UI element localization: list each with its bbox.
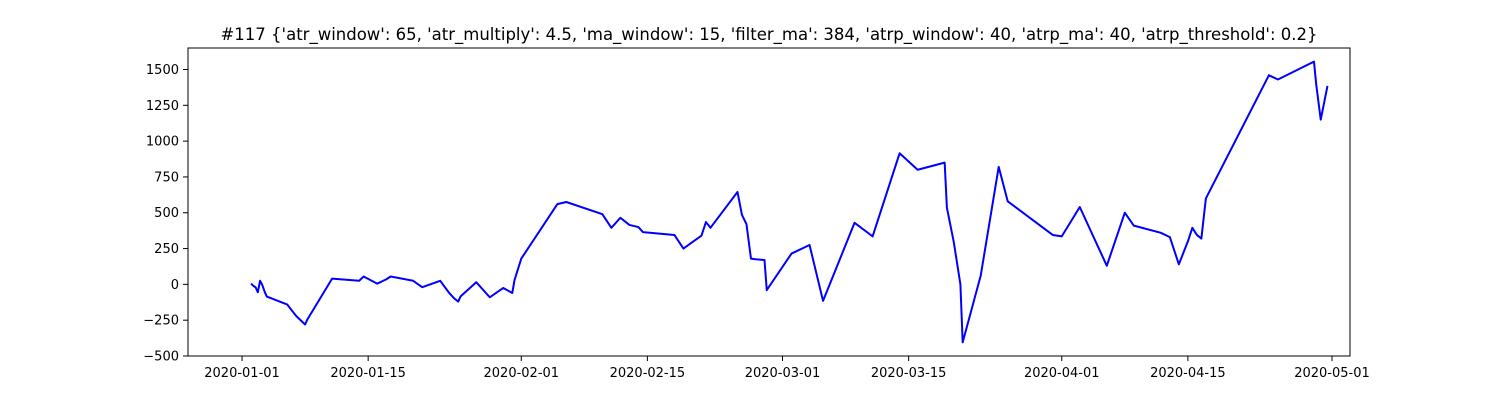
- x-tick-label: 2020-03-15: [871, 366, 947, 381]
- x-tick-label: 2020-03-01: [745, 366, 821, 381]
- x-axis: 2020-01-01 2020-01-15 2020-02-01 2020-02-15…: [204, 356, 1370, 381]
- y-tick-label: 250: [154, 242, 179, 257]
- y-tick-label: −250: [143, 314, 179, 329]
- x-tick-label: 2020-04-15: [1150, 366, 1226, 381]
- series-layer: [250, 60, 1329, 344]
- x-tick-label: 2020-02-15: [610, 366, 686, 381]
- x-tick-label: 2020-01-15: [330, 366, 406, 381]
- x-tick-label: 2020-01-01: [204, 366, 280, 381]
- x-tick-label: 2020-02-01: [484, 366, 560, 381]
- y-tick-label: −500: [143, 350, 179, 365]
- y-tick-label: 1250: [146, 99, 179, 114]
- chart-title: #117 {'atr_window': 65, 'atr_multiply': …: [220, 25, 1317, 45]
- series-line-1: [250, 60, 1329, 344]
- y-tick-label: 0: [171, 278, 179, 293]
- y-axis: −500 −250 0 250 500 750 1000 1250 1500: [143, 63, 188, 365]
- y-tick-label: 1000: [146, 135, 179, 150]
- y-tick-label: 500: [154, 206, 179, 221]
- plot-area-frame: [187, 47, 1351, 357]
- x-tick-label: 2020-04-01: [1024, 366, 1100, 381]
- y-tick-label: 750: [154, 170, 179, 185]
- y-tick-label: 1500: [146, 63, 179, 78]
- x-tick-label: 2020-05-01: [1294, 366, 1370, 381]
